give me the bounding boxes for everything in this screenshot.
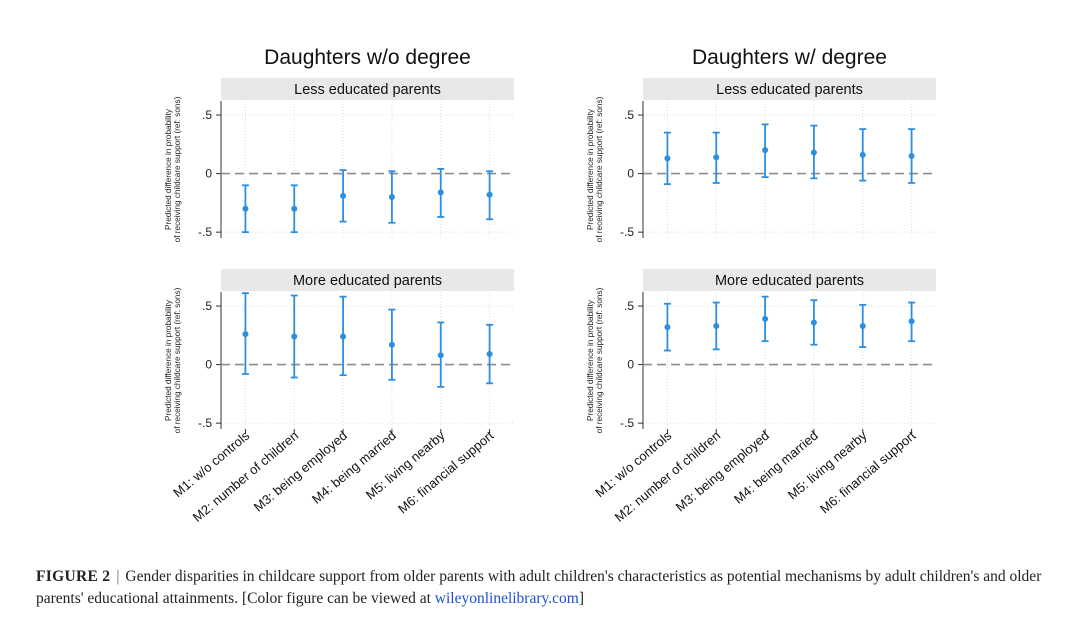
y-tick-label: 0	[205, 358, 212, 372]
y-axis-label: Predicted difference in probability of re…	[586, 287, 604, 433]
y-axis-label-line2: of receiving childcare support (ref: son…	[595, 96, 604, 242]
y-axis-label: Predicted difference in probability of re…	[586, 96, 604, 242]
y-tick-label: -.5	[198, 416, 212, 430]
x-tick-label: M3: being employed	[251, 428, 350, 515]
panel-strip	[643, 269, 936, 291]
point-estimate	[340, 333, 347, 340]
x-tick-label: M6: financial support	[817, 428, 919, 517]
point-estimate	[859, 151, 866, 158]
point-estimate	[762, 147, 769, 154]
point-estimate	[291, 205, 298, 212]
y-tick-label: 0	[205, 167, 212, 181]
point-estimate	[810, 319, 817, 326]
x-tick-label: M4: being married	[309, 428, 399, 507]
panel-strip	[221, 269, 514, 291]
figure-caption: FIGURE 2 | Gender disparities in childcare…	[36, 566, 1046, 610]
point-estimate	[664, 155, 671, 162]
point-estimate	[713, 154, 720, 161]
point-estimate	[908, 318, 915, 325]
y-axis-label-line1: Predicted difference in probability	[164, 299, 173, 421]
y-axis-label-line2: of receiving childcare support (ref: son…	[173, 287, 182, 433]
caption-closing: ]	[578, 590, 584, 607]
x-tick-label: M4: being married	[731, 428, 821, 507]
point-estimate	[486, 351, 493, 358]
point-estimate	[437, 352, 444, 359]
y-axis-label-line2: of receiving childcare support (ref: son…	[595, 287, 604, 433]
y-axis-label-line2: of receiving childcare support (ref: son…	[173, 96, 182, 242]
caption-separator: |	[116, 568, 120, 585]
point-estimate	[762, 315, 769, 322]
y-tick-label: 0	[627, 167, 634, 181]
point-estimate	[713, 322, 720, 329]
x-tick-label: M3: being employed	[673, 428, 772, 515]
point-estimate	[437, 189, 444, 196]
panel-strip	[643, 78, 936, 100]
y-axis-label-line1: Predicted difference in probability	[164, 108, 173, 230]
y-tick-label: 0	[627, 358, 634, 372]
caption-link[interactable]: wileyonlinelibrary.com	[434, 590, 579, 607]
panel-title: Less educated parents	[716, 82, 863, 98]
y-axis-label-line1: Predicted difference in probability	[586, 108, 595, 230]
x-tick-label: M6: financial support	[395, 428, 497, 517]
y-axis-label: Predicted difference in probability of re…	[164, 287, 182, 433]
column-title: Daughters w/ degree	[692, 46, 887, 69]
y-tick-label: .5	[624, 108, 634, 122]
point-estimate	[908, 153, 915, 160]
point-estimate	[810, 149, 817, 156]
y-tick-label: .5	[202, 299, 212, 313]
point-estimate	[859, 322, 866, 329]
point-estimate	[340, 192, 347, 199]
point-estimate	[388, 341, 395, 348]
y-tick-label: -.5	[620, 225, 634, 239]
panel-title: Less educated parents	[294, 82, 441, 98]
panel-title: More educated parents	[293, 273, 442, 289]
point-estimate	[664, 324, 671, 331]
panel-title: More educated parents	[715, 273, 864, 289]
panel-strip	[221, 78, 514, 100]
y-tick-label: -.5	[198, 225, 212, 239]
y-tick-label: .5	[202, 108, 212, 122]
point-estimate	[486, 191, 493, 198]
column-title: Daughters w/o degree	[264, 46, 471, 69]
figure-chart: Daughters w/o degree Less educated parent…	[164, 46, 936, 525]
y-axis-label: Predicted difference in probability of re…	[164, 96, 182, 242]
caption-text: Gender disparities in childcare support …	[36, 568, 1042, 607]
point-estimate	[242, 331, 249, 338]
point-estimate	[242, 205, 249, 212]
y-axis-label-line1: Predicted difference in probability	[586, 299, 595, 421]
caption-label: FIGURE 2	[36, 568, 111, 585]
y-tick-label: -.5	[620, 416, 634, 430]
point-estimate	[291, 333, 298, 340]
y-tick-label: .5	[624, 299, 634, 313]
point-estimate	[388, 194, 395, 201]
